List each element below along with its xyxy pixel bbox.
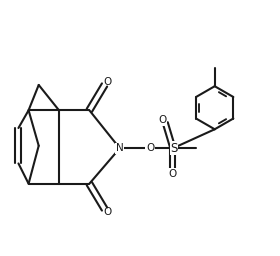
Text: O: O [103,207,111,217]
Text: S: S [171,142,178,155]
Text: O: O [159,115,167,125]
Text: N: N [116,143,123,153]
Text: O: O [169,169,177,179]
Text: O: O [146,143,154,153]
Text: O: O [103,77,111,87]
